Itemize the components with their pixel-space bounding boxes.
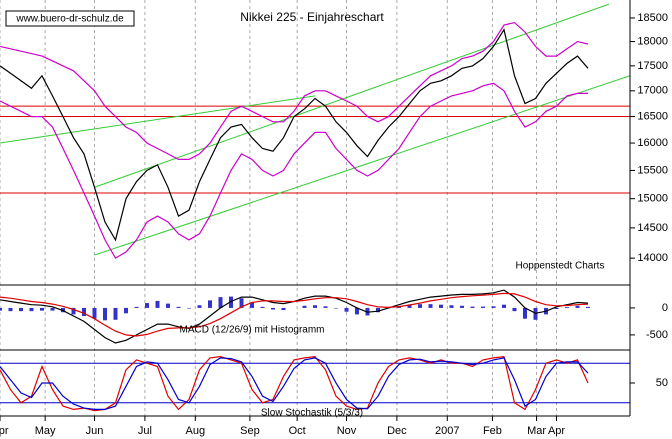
histogram-bar	[145, 303, 149, 308]
histogram-bar	[0, 307, 2, 311]
series-line	[0, 357, 589, 410]
histogram-bar	[155, 300, 160, 308]
histogram-bar	[418, 304, 422, 308]
x-tick-label: Sep	[240, 425, 260, 437]
histogram-bar	[71, 307, 76, 315]
trend-line	[94, 3, 610, 188]
histogram-bar	[323, 306, 328, 308]
source: www.buero-dr-schulz.de	[15, 14, 124, 25]
y-tick-label: 0	[662, 302, 668, 314]
histogram-bar	[197, 305, 202, 308]
y-tick-label: 18500	[637, 12, 668, 24]
histogram-bar	[281, 307, 286, 311]
source-box	[5, 10, 135, 27]
histogram-bar	[481, 306, 485, 308]
histogram-bar	[134, 306, 139, 308]
x-tick-label: Jun	[86, 425, 104, 437]
histogram-bar	[439, 304, 443, 308]
histogram-bar	[124, 307, 128, 314]
histogram-bar	[565, 307, 569, 308]
histogram-bar	[29, 307, 34, 312]
histogram-bar	[92, 307, 97, 319]
x-tick-label: Apr	[0, 425, 9, 437]
y-tick-label: 14500	[637, 222, 668, 234]
histogram-bar	[376, 307, 380, 313]
series-line	[0, 21, 589, 160]
panel-label: MACD (12/26/9) mit Histogramm	[179, 325, 324, 336]
x-tick-label: May	[35, 425, 56, 437]
histogram-bar	[166, 303, 170, 308]
histogram-bar	[449, 305, 454, 308]
y-tick-label: 18000	[637, 35, 668, 47]
x-tick-label: Apr	[548, 425, 565, 437]
x-tick-label: Dec	[387, 425, 407, 437]
histogram-bar	[554, 307, 559, 310]
histogram-bar	[19, 307, 23, 312]
panel-label: Slow Stochastik (5/3/3)	[261, 408, 363, 419]
y-tick-label: -500	[646, 329, 668, 341]
trend-line	[0, 95, 316, 144]
histogram-bar	[491, 306, 496, 308]
histogram-bar	[113, 307, 118, 320]
histogram-bar	[40, 307, 44, 311]
histogram-bar	[313, 305, 317, 308]
histogram-bar	[187, 307, 191, 309]
histogram-bar	[176, 306, 181, 308]
x-tick-label: Mar	[527, 425, 546, 437]
x-tick-label: Feb	[483, 425, 502, 437]
series-line	[0, 292, 589, 337]
histogram-bar	[239, 298, 244, 308]
x-tick-label: Jul	[138, 425, 152, 437]
histogram-bar	[271, 307, 275, 310]
y-tick-label: 16500	[637, 110, 668, 122]
histogram-bar	[229, 296, 233, 308]
y-tick-label: 15500	[637, 164, 668, 176]
y-tick-label: 16000	[637, 137, 668, 149]
histogram-bar	[82, 307, 86, 317]
histogram-bar	[302, 305, 307, 308]
trend-line	[94, 75, 630, 256]
y-tick-label: 50	[656, 377, 668, 389]
histogram-bar	[407, 304, 412, 308]
chart-title: Nikkei 225 - Einjahreschart	[240, 10, 384, 24]
x-tick-label: 2007	[435, 425, 459, 437]
histogram-bar	[103, 307, 107, 321]
histogram-bar	[8, 307, 13, 312]
histogram-bar	[355, 307, 359, 315]
series-line	[0, 28, 589, 242]
histogram-bar	[460, 305, 464, 308]
histogram-bar	[344, 307, 349, 312]
histogram-bar	[250, 302, 254, 308]
histogram-bar	[586, 306, 590, 308]
histogram-bar	[512, 307, 517, 312]
x-tick-label: Aug	[186, 425, 206, 437]
y-tick-label: 17500	[637, 60, 668, 72]
histogram-bar	[208, 300, 212, 308]
series-line	[0, 82, 588, 259]
y-tick-label: 14000	[637, 252, 668, 264]
histogram-bar	[260, 306, 265, 308]
histogram-bar	[523, 307, 527, 319]
x-tick-label: Oct	[289, 425, 306, 437]
histogram-bar	[334, 307, 338, 309]
series-line	[0, 355, 589, 412]
y-tick-label: 17000	[637, 85, 668, 97]
histogram-bar	[575, 305, 580, 308]
histogram-bar	[470, 306, 475, 308]
histogram-bar	[218, 297, 223, 308]
credit: Hoppenstedt Charts	[516, 261, 605, 272]
histogram-bar	[50, 307, 55, 311]
y-tick-label: 15000	[637, 193, 668, 205]
histogram-bar	[428, 304, 433, 308]
histogram-bar	[502, 304, 506, 308]
x-tick-label: Nov	[337, 425, 357, 437]
